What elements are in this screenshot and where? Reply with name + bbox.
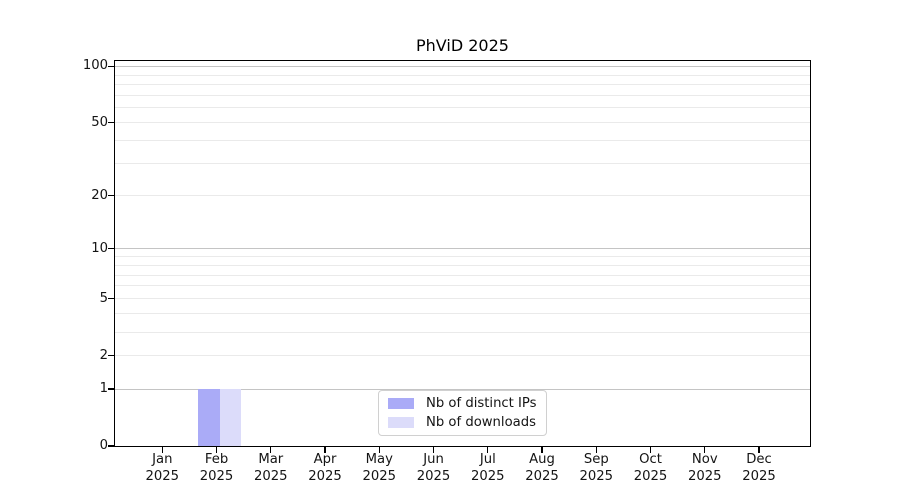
y-tick [108,65,115,68]
y-tick-label: 0 [99,438,108,453]
x-tick [378,446,380,453]
gridline-minor [115,274,810,276]
gridline-minor [115,94,810,96]
x-tick-month: Jan [152,452,173,467]
gridline-minor [115,313,810,315]
gridline-minor [115,256,810,258]
x-tick-month: Dec [746,452,772,467]
x-tick [595,446,597,453]
x-tick-month: Aug [529,452,555,467]
y-tick [108,248,115,250]
x-tick [324,446,326,453]
bar-downloads [219,389,242,446]
legend-row: Nb of downloads [388,415,537,430]
x-tick [649,446,652,453]
x-tick-month: Mar [258,452,284,467]
y-tick [108,445,115,447]
x-tick-label: Aug 2025 [525,452,559,485]
legend: Nb of distinct IPs Nb of downloads [378,390,547,436]
gridline-minor [115,298,810,300]
x-tick-month: Jul [479,452,496,467]
x-tick-label: Jul 2025 [471,452,505,485]
x-tick-year: 2025 [362,468,397,484]
x-tick-year: 2025 [742,468,776,484]
y-tick-label: 10 [91,240,108,256]
x-tick-label: Nov 2025 [688,452,722,485]
y-tick-label: 1 [99,381,108,396]
gridline-major [115,388,810,390]
x-tick-month: Feb [204,452,229,467]
y-tick-label: 2 [99,347,108,363]
gridline-minor [115,84,810,86]
x-tick [704,446,706,453]
legend-swatch-icon [388,417,414,428]
gridline-minor [115,140,810,142]
x-tick [487,446,489,453]
x-tick [215,446,218,453]
x-tick-year: 2025 [145,468,180,484]
y-tick-label: 5 [99,290,108,306]
x-tick [270,446,272,453]
y-tick [108,388,115,390]
plot-area [114,60,811,447]
x-tick-month: Oct [639,452,662,467]
gridline-minor [115,74,810,76]
x-tick-label: Dec 2025 [742,452,776,485]
x-tick [161,446,163,453]
gridline-major [115,65,810,67]
y-tick [108,195,115,197]
x-tick-label: May 2025 [363,452,397,485]
y-tick-label: 50 [91,114,108,130]
x-tick-label: Jun 2025 [417,452,451,485]
gridline-minor [115,355,810,357]
x-tick [432,446,435,453]
x-tick-month: Jun [423,452,444,467]
x-tick-year: 2025 [416,468,451,484]
x-tick-label: Jan 2025 [146,452,180,485]
legend-swatch-icon [388,398,414,409]
gridline-major [115,248,810,250]
gridline-minor [115,122,810,124]
gridline-minor [115,163,810,165]
x-tick-year: 2025 [471,468,505,484]
x-tick-year: 2025 [688,468,722,484]
x-tick-year: 2025 [308,468,342,484]
x-tick-month: Sep [583,452,609,467]
gridline-minor [115,331,810,333]
x-tick [541,446,543,453]
legend-label: Nb of downloads [426,415,536,430]
y-tick [108,355,115,357]
x-tick-year: 2025 [633,468,668,484]
legend-row: Nb of distinct IPs [388,396,537,411]
y-tick [108,122,115,124]
x-tick-label: Mar 2025 [254,452,288,485]
x-tick [758,446,760,453]
x-tick-label: Sep 2025 [580,452,614,485]
x-tick-year: 2025 [254,468,288,484]
x-tick-year: 2025 [525,468,559,484]
gridline-minor [115,264,810,266]
x-tick-month: Apr [313,452,337,467]
x-tick-month: May [365,452,393,467]
x-tick-year: 2025 [199,468,234,484]
bar-distinct-ips [198,389,220,446]
x-tick-label: Feb 2025 [200,452,234,485]
x-tick-label: Oct 2025 [634,452,668,485]
gridline-minor [115,195,810,197]
y-tick-label: 100 [82,58,108,74]
gridline-minor [115,285,810,287]
chart-title: PhViD 2025 [416,36,509,55]
x-tick-year: 2025 [579,468,614,484]
y-tick [108,298,115,300]
y-tick-label: 20 [91,187,108,203]
x-tick-label: Apr 2025 [308,452,342,485]
x-tick-month: Nov [691,452,718,467]
legend-label: Nb of distinct IPs [426,396,537,411]
gridline-minor [115,107,810,109]
